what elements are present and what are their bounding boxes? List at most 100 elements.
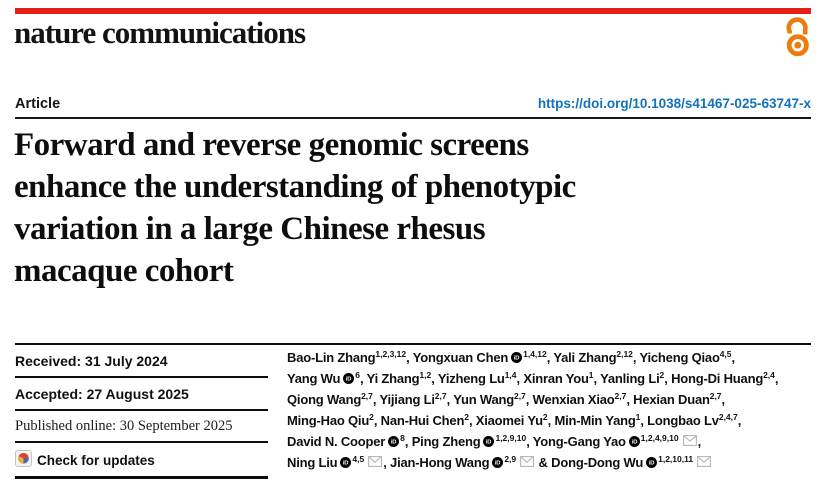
author-separator: , xyxy=(431,371,438,386)
author-separator: , xyxy=(373,413,381,428)
affiliation-superscript: 2,7 xyxy=(614,391,627,401)
author-name: Bao-Lin Zhang xyxy=(287,350,376,365)
affiliation-superscript: 2,4 xyxy=(763,370,775,380)
author-separator: , xyxy=(721,392,726,407)
doi-link[interactable]: https://doi.org/10.1038/s41467-025-63747… xyxy=(537,96,811,111)
email-icon[interactable] xyxy=(697,452,712,473)
author-name: Dong-Dong Wu xyxy=(551,455,644,470)
author-separator: , xyxy=(468,413,476,428)
orcid-icon[interactable]: iD xyxy=(646,453,658,474)
article-title-line: Forward and reverse genomic screens xyxy=(14,127,529,163)
affiliation-superscript: 2 xyxy=(369,412,374,422)
orcid-icon[interactable]: iD xyxy=(628,432,640,453)
author-separator: , xyxy=(446,392,454,407)
author-separator: , xyxy=(516,371,524,386)
author-name: Yang Wu xyxy=(287,371,341,386)
crossmark-icon xyxy=(15,450,32,470)
affiliation-superscript: 2,7 xyxy=(709,391,722,401)
svg-text:iD: iD xyxy=(391,440,396,446)
svg-text:iD: iD xyxy=(495,461,500,467)
orcid-icon[interactable]: iD xyxy=(511,348,523,369)
author-name: Yong-Gang Yao xyxy=(532,434,626,449)
author-separator: , xyxy=(774,371,779,386)
affiliation-superscript: 4,5 xyxy=(352,454,365,464)
author-name: Ming-Hao Qiu xyxy=(287,413,370,428)
author-line: Yang Wu iD 6, Yi Zhang1,2, Yizheng Lu1,4, … xyxy=(287,368,817,389)
affiliation-superscript: 2,9 xyxy=(504,454,517,464)
affiliation-superscript: 2 xyxy=(464,412,469,422)
author-name: Yijiang Li xyxy=(379,392,435,407)
article-type-label: Article xyxy=(15,96,61,112)
affiliation-superscript: 2,12 xyxy=(616,349,633,359)
open-access-icon[interactable] xyxy=(785,17,811,62)
email-icon[interactable] xyxy=(368,452,383,473)
author-separator: , xyxy=(404,434,412,449)
check-for-updates-link[interactable]: Check for updates xyxy=(15,443,268,479)
author-separator: & xyxy=(535,455,552,470)
author-separator: , xyxy=(731,350,736,365)
svg-text:iD: iD xyxy=(632,440,637,446)
brand-bar xyxy=(15,8,811,14)
author-separator: , xyxy=(525,392,533,407)
author-name: Yicheng Qiao xyxy=(639,350,720,365)
author-line: Qiong Wang2,7, Yijiang Li2,7, Yun Wang2,… xyxy=(287,389,817,410)
author-name: Nan-Hui Chen xyxy=(380,413,465,428)
author-separator: , xyxy=(406,350,413,365)
affiliation-superscript: 2 xyxy=(659,370,665,380)
author-list: Bao-Lin Zhang1,2,3,12, Yongxuan Chen iD 1,… xyxy=(287,347,817,473)
orcid-icon[interactable]: iD xyxy=(340,453,352,474)
author-separator: , xyxy=(632,350,640,365)
check-for-updates-label: Check for updates xyxy=(37,452,155,468)
published-date: Published online: 30 September 2025 xyxy=(15,411,268,443)
svg-text:iD: iD xyxy=(486,440,491,446)
author-separator: , xyxy=(360,371,367,386)
author-name: Ping Zheng xyxy=(411,434,481,449)
author-name: Yizheng Lu xyxy=(437,371,505,386)
author-name: Hexian Duan xyxy=(633,392,710,407)
orcid-icon[interactable]: iD xyxy=(483,432,495,453)
author-name: Min-Min Yang xyxy=(554,413,636,428)
author-name: Qiong Wang xyxy=(287,392,362,407)
author-separator: , xyxy=(547,413,555,428)
affiliation-superscript: 1,4 xyxy=(504,370,517,380)
affiliation-superscript: 2,4,7 xyxy=(718,412,738,422)
orcid-icon[interactable]: iD xyxy=(492,453,504,474)
author-name: Jian-Hong Wang xyxy=(390,455,490,470)
author-name: Xiaomei Yu xyxy=(475,413,543,428)
orcid-icon[interactable]: iD xyxy=(343,369,355,390)
affiliation-superscript: 6 xyxy=(355,370,360,380)
author-separator: , xyxy=(593,371,601,386)
author-line: Ning Liu iD 4,5, Jian-Hong Wang iD 2,9 & Don… xyxy=(287,452,817,473)
svg-text:iD: iD xyxy=(346,377,351,383)
affiliation-superscript: 1,2,4,9,10 xyxy=(640,433,679,443)
author-separator: , xyxy=(383,455,391,470)
affiliation-superscript: 1,2,10,11 xyxy=(658,454,694,464)
affiliation-superscript: 1 xyxy=(588,370,594,380)
author-name: Longbao Lv xyxy=(647,413,719,428)
affiliation-superscript: 1,2,3,12 xyxy=(375,349,407,359)
title-body-divider xyxy=(15,343,811,345)
article-title-line: variation in a large Chinese rhesus xyxy=(14,211,486,247)
affiliation-superscript: 2 xyxy=(542,412,548,422)
article-title-line: enhance the understanding of phenotypic xyxy=(14,169,576,205)
article-dates-panel: Received: 31 July 2024 Accepted: 27 Augu… xyxy=(15,345,268,479)
svg-text:iD: iD xyxy=(514,356,519,362)
email-icon[interactable] xyxy=(682,431,697,452)
author-name: Yanling Li xyxy=(600,371,660,386)
author-name: Yi Zhang xyxy=(366,371,420,386)
article-title: Forward and reverse genomic screens enha… xyxy=(14,124,814,292)
author-separator: , xyxy=(372,392,380,407)
author-name: Wenxian Xiao xyxy=(532,392,615,407)
author-line: David N. Cooper iD 8, Ping Zheng iD 1,2,9,10… xyxy=(287,431,817,452)
header-divider xyxy=(15,117,811,119)
article-header-row: Article https://doi.org/10.1038/s41467-0… xyxy=(15,96,811,112)
author-separator: , xyxy=(526,434,533,449)
svg-text:iD: iD xyxy=(649,461,654,467)
author-name: David N. Cooper xyxy=(287,434,386,449)
accepted-date: Accepted: 27 August 2025 xyxy=(15,378,268,411)
affiliation-superscript: 8 xyxy=(400,433,405,443)
email-icon[interactable] xyxy=(520,452,535,473)
orcid-icon[interactable]: iD xyxy=(388,432,400,453)
author-separator: , xyxy=(737,413,742,428)
